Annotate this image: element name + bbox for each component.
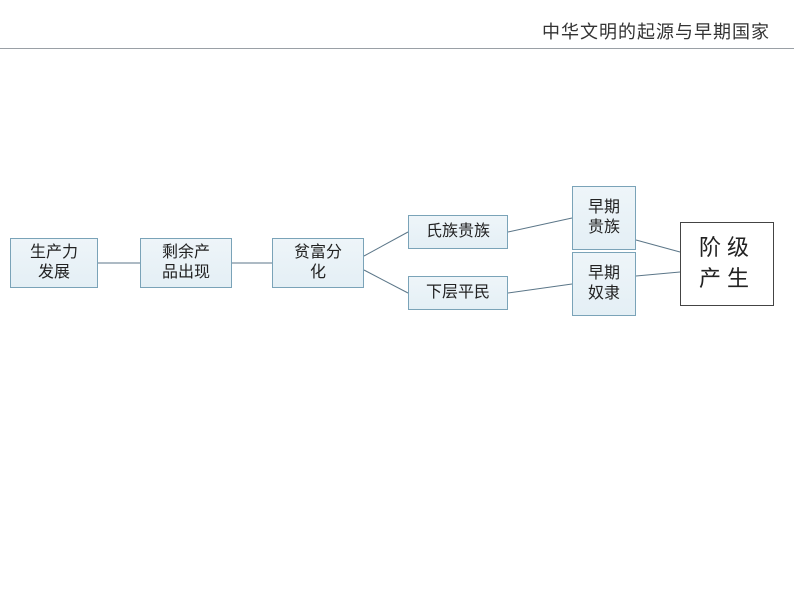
node-clan-noble: 氏族贵族 (408, 215, 508, 249)
flow-connectors (0, 0, 794, 596)
node-label: 剩余产品出现 (162, 243, 210, 283)
node-label: 下层平民 (426, 283, 490, 303)
node-wealth-divide: 贫富分化 (272, 238, 364, 288)
node-label: 早期奴隶 (588, 264, 620, 304)
node-label: 生产力发展 (30, 243, 78, 283)
header-divider (0, 48, 794, 49)
page-title: 中华文明的起源与早期国家 (542, 18, 770, 44)
node-early-slave: 早期奴隶 (572, 252, 636, 316)
node-early-noble: 早期贵族 (572, 186, 636, 250)
node-class-emerge: 阶级产生 (680, 222, 774, 306)
node-productivity: 生产力发展 (10, 238, 98, 288)
node-commoner: 下层平民 (408, 276, 508, 310)
node-label: 贫富分化 (294, 243, 342, 283)
node-label: 早期贵族 (588, 198, 620, 238)
node-label: 氏族贵族 (426, 222, 490, 242)
node-surplus: 剩余产品出现 (140, 238, 232, 288)
node-label: 阶级产生 (699, 233, 755, 295)
